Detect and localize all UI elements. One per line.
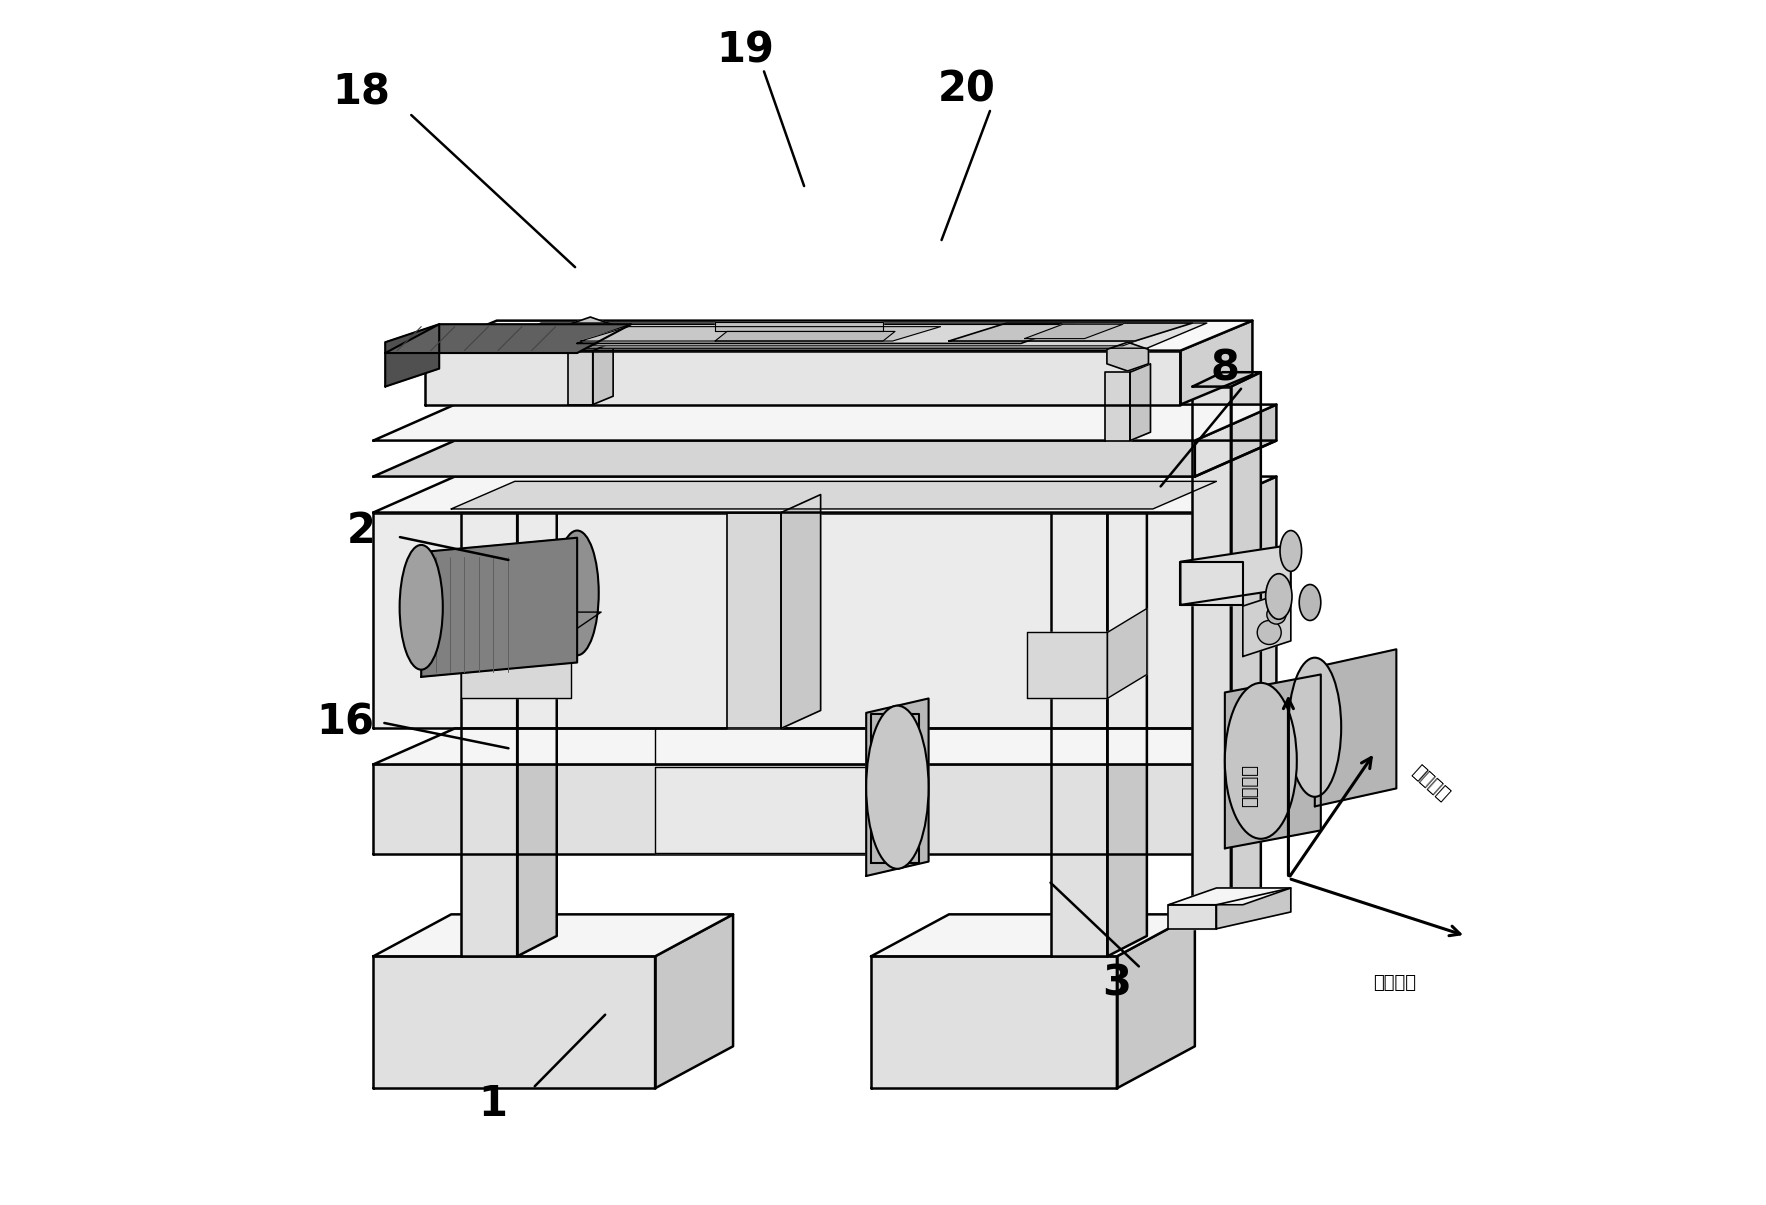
Text: 20: 20 bbox=[938, 69, 996, 110]
Ellipse shape bbox=[865, 706, 929, 869]
Polygon shape bbox=[871, 915, 1196, 957]
Polygon shape bbox=[715, 331, 895, 341]
Polygon shape bbox=[385, 324, 630, 353]
Polygon shape bbox=[1028, 633, 1107, 699]
Polygon shape bbox=[373, 729, 1277, 764]
Polygon shape bbox=[1192, 372, 1261, 387]
Polygon shape bbox=[1192, 387, 1231, 915]
Polygon shape bbox=[517, 439, 556, 957]
Polygon shape bbox=[1169, 905, 1217, 929]
Polygon shape bbox=[461, 439, 556, 459]
Polygon shape bbox=[871, 715, 918, 863]
Polygon shape bbox=[567, 342, 613, 351]
Text: 18: 18 bbox=[332, 72, 390, 113]
Polygon shape bbox=[373, 476, 1277, 512]
Text: 第三方向: 第三方向 bbox=[1408, 763, 1452, 805]
Ellipse shape bbox=[1266, 605, 1286, 624]
Ellipse shape bbox=[1257, 621, 1280, 645]
Polygon shape bbox=[577, 324, 1075, 343]
Polygon shape bbox=[373, 405, 1277, 441]
Polygon shape bbox=[1024, 324, 1123, 339]
Polygon shape bbox=[426, 351, 1180, 405]
Text: 16: 16 bbox=[316, 701, 374, 743]
Polygon shape bbox=[1231, 372, 1261, 915]
Ellipse shape bbox=[1280, 530, 1302, 571]
Polygon shape bbox=[450, 481, 1217, 509]
Polygon shape bbox=[1217, 888, 1291, 929]
Polygon shape bbox=[426, 321, 1252, 351]
Polygon shape bbox=[1316, 649, 1397, 806]
Polygon shape bbox=[1169, 888, 1291, 905]
Polygon shape bbox=[1180, 545, 1291, 605]
Polygon shape bbox=[567, 351, 593, 405]
Polygon shape bbox=[1243, 590, 1291, 657]
Polygon shape bbox=[461, 612, 600, 633]
Polygon shape bbox=[715, 322, 883, 331]
Polygon shape bbox=[865, 699, 929, 876]
Text: 1: 1 bbox=[479, 1083, 507, 1125]
Ellipse shape bbox=[1226, 683, 1296, 839]
Ellipse shape bbox=[399, 545, 443, 670]
Polygon shape bbox=[500, 324, 1180, 346]
Polygon shape bbox=[1051, 459, 1107, 957]
Polygon shape bbox=[373, 915, 733, 957]
Polygon shape bbox=[655, 766, 871, 853]
Polygon shape bbox=[1226, 675, 1321, 848]
Polygon shape bbox=[1107, 439, 1146, 957]
Ellipse shape bbox=[1266, 574, 1293, 619]
Polygon shape bbox=[1116, 915, 1196, 1088]
Text: 第二方向: 第二方向 bbox=[1374, 975, 1416, 993]
Polygon shape bbox=[1180, 562, 1243, 605]
Polygon shape bbox=[385, 324, 440, 387]
Polygon shape bbox=[1106, 372, 1130, 441]
Polygon shape bbox=[1196, 476, 1277, 729]
Polygon shape bbox=[871, 957, 1116, 1088]
Polygon shape bbox=[373, 764, 1196, 854]
Polygon shape bbox=[480, 323, 1206, 348]
Polygon shape bbox=[781, 494, 821, 729]
Polygon shape bbox=[570, 317, 611, 346]
Polygon shape bbox=[1196, 405, 1277, 476]
Text: 第一方向: 第一方向 bbox=[1241, 764, 1259, 807]
Polygon shape bbox=[1107, 609, 1146, 699]
Polygon shape bbox=[461, 459, 517, 957]
Text: 2: 2 bbox=[346, 510, 376, 552]
Ellipse shape bbox=[1300, 584, 1321, 621]
Polygon shape bbox=[373, 957, 655, 1088]
Polygon shape bbox=[655, 915, 733, 1088]
Polygon shape bbox=[1130, 364, 1150, 441]
Polygon shape bbox=[1107, 342, 1148, 371]
Ellipse shape bbox=[871, 715, 918, 863]
Polygon shape bbox=[948, 323, 1192, 341]
Polygon shape bbox=[461, 633, 570, 699]
Polygon shape bbox=[728, 512, 781, 729]
Ellipse shape bbox=[1289, 658, 1340, 797]
Text: 3: 3 bbox=[1102, 963, 1132, 1005]
Polygon shape bbox=[373, 441, 1277, 476]
Polygon shape bbox=[422, 537, 577, 677]
Polygon shape bbox=[1196, 729, 1277, 854]
Polygon shape bbox=[581, 327, 941, 341]
Polygon shape bbox=[1180, 321, 1252, 405]
Polygon shape bbox=[1051, 439, 1146, 459]
Text: 19: 19 bbox=[717, 30, 774, 72]
Text: 8: 8 bbox=[1210, 347, 1240, 389]
Polygon shape bbox=[373, 512, 1196, 729]
Ellipse shape bbox=[556, 530, 599, 656]
Polygon shape bbox=[593, 342, 613, 405]
